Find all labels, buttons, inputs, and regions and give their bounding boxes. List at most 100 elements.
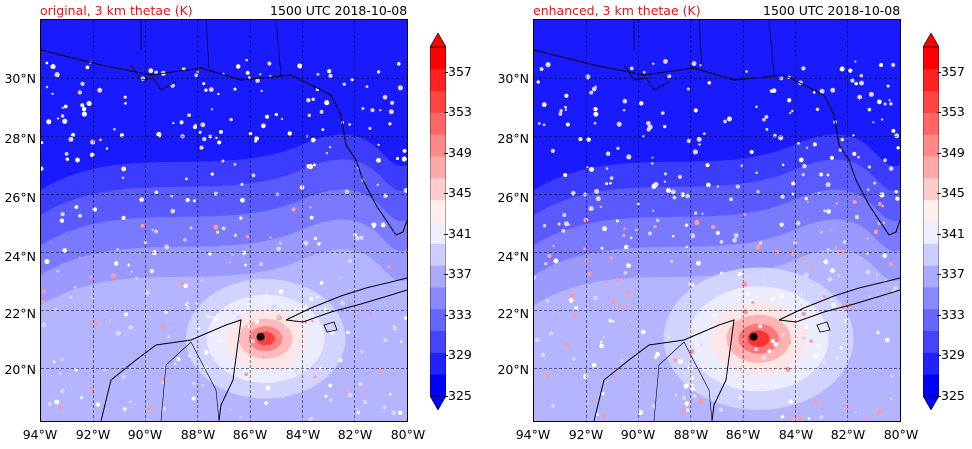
colorbar-segment bbox=[430, 199, 446, 222]
convective-cell bbox=[339, 276, 342, 279]
convective-cell bbox=[188, 354, 191, 358]
convective-cell bbox=[192, 381, 196, 386]
convective-cell bbox=[616, 146, 620, 150]
convective-cell bbox=[202, 137, 207, 142]
convective-cell bbox=[643, 381, 647, 384]
convective-cell bbox=[691, 283, 695, 287]
lat-label: 20°N bbox=[4, 362, 36, 377]
convective-cell bbox=[667, 74, 672, 79]
colorbar-segment bbox=[430, 265, 446, 288]
convective-cell bbox=[828, 323, 832, 327]
convective-cell bbox=[626, 154, 632, 160]
convective-cell bbox=[403, 187, 407, 193]
convective-cell bbox=[738, 396, 742, 400]
convective-cell bbox=[196, 326, 201, 331]
convective-cell bbox=[665, 339, 669, 343]
convective-cell bbox=[78, 256, 81, 259]
colorbar bbox=[430, 33, 446, 410]
convective-cell bbox=[888, 261, 893, 267]
colorbar-segment bbox=[430, 221, 446, 244]
colorbar-segment bbox=[430, 177, 446, 201]
convective-cell bbox=[681, 408, 686, 413]
convective-cell bbox=[653, 355, 658, 360]
convective-cell bbox=[882, 221, 886, 224]
convective-cell bbox=[108, 319, 111, 322]
convective-cell bbox=[368, 126, 372, 130]
convective-cell bbox=[866, 237, 869, 240]
convective-cell bbox=[62, 248, 68, 253]
convective-cell bbox=[154, 70, 158, 75]
convective-cell bbox=[758, 324, 763, 329]
convective-cell bbox=[699, 343, 703, 346]
convective-cell bbox=[536, 80, 540, 84]
convective-cell bbox=[774, 384, 777, 387]
convective-cell bbox=[58, 405, 64, 410]
convective-cell bbox=[859, 80, 865, 86]
map-original bbox=[40, 19, 408, 422]
convective-cell bbox=[328, 398, 333, 402]
convective-cell bbox=[865, 269, 871, 275]
convective-cell bbox=[191, 396, 196, 401]
convective-cell bbox=[46, 119, 52, 125]
convective-cell bbox=[891, 128, 896, 133]
convective-cell bbox=[241, 250, 247, 256]
convective-cell bbox=[564, 108, 568, 111]
convective-cell bbox=[800, 293, 803, 296]
convective-cell bbox=[646, 127, 651, 132]
convective-cell bbox=[785, 367, 791, 373]
convective-cell bbox=[265, 385, 271, 391]
convective-cell bbox=[311, 320, 314, 323]
convective-cell bbox=[737, 384, 740, 387]
convective-cell bbox=[686, 138, 692, 144]
colorbar-tick-label: 349 bbox=[444, 145, 478, 160]
convective-cell bbox=[857, 156, 860, 159]
convective-cell bbox=[271, 304, 277, 310]
convective-cell bbox=[837, 274, 840, 277]
convective-cell bbox=[594, 85, 597, 88]
convective-cell bbox=[260, 123, 266, 129]
convective-cell bbox=[219, 129, 223, 134]
convective-cell bbox=[867, 165, 872, 169]
convective-cell bbox=[573, 317, 576, 320]
convective-cell bbox=[306, 98, 311, 103]
convective-cell bbox=[819, 415, 824, 420]
colorbar-tick-label: 337 bbox=[937, 266, 971, 281]
convective-cell bbox=[247, 324, 252, 329]
convective-cell bbox=[306, 373, 310, 377]
convective-cell bbox=[564, 342, 570, 348]
convective-cell bbox=[888, 99, 891, 102]
convective-cell bbox=[401, 156, 407, 162]
convective-cell bbox=[895, 196, 900, 201]
convective-cell bbox=[319, 280, 324, 285]
map-enhanced bbox=[533, 19, 901, 422]
convective-cell bbox=[773, 342, 778, 347]
convective-cell bbox=[740, 164, 744, 168]
convective-cell bbox=[379, 369, 384, 374]
convective-cell bbox=[629, 319, 632, 322]
convective-cell bbox=[760, 278, 766, 284]
convective-cell bbox=[208, 251, 212, 256]
lat-label: 30°N bbox=[4, 71, 36, 86]
convective-cell bbox=[615, 277, 620, 282]
lat-label: 22°N bbox=[497, 306, 529, 321]
convective-cell bbox=[164, 244, 170, 250]
convective-cell bbox=[779, 76, 784, 81]
convective-cell bbox=[148, 68, 154, 74]
convective-cell bbox=[54, 72, 60, 78]
lon-label: 84°W bbox=[778, 427, 814, 442]
convective-cell bbox=[716, 185, 720, 188]
convective-cell bbox=[624, 244, 629, 250]
panel-title: original, 3 km thetae (K) bbox=[40, 3, 193, 18]
convective-cell bbox=[194, 73, 199, 78]
convective-cell bbox=[638, 410, 644, 416]
colorbar-tick-label: 325 bbox=[937, 388, 971, 403]
convective-cell bbox=[773, 133, 777, 138]
convective-cell bbox=[682, 395, 687, 400]
convective-cell bbox=[60, 388, 65, 394]
convective-cell bbox=[240, 197, 245, 203]
convective-cell bbox=[192, 199, 196, 203]
convective-cell bbox=[206, 315, 210, 319]
colorbar-tick-label: 325 bbox=[444, 388, 478, 403]
colorbar-segment bbox=[923, 308, 939, 332]
convective-cell bbox=[678, 359, 684, 365]
